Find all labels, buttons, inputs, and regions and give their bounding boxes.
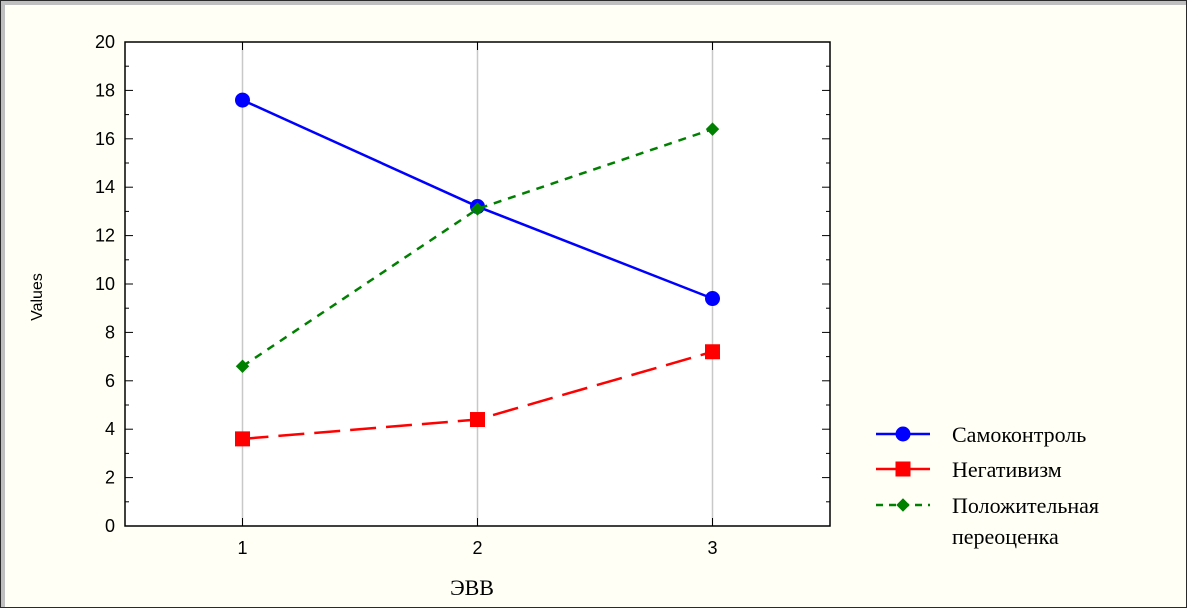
y-tick-label: 18 (95, 80, 115, 100)
legend-label: Положительная (952, 493, 1099, 518)
series-point (470, 202, 485, 216)
y-tick-label: 0 (105, 516, 115, 536)
series-line (241, 127, 713, 368)
y-axis-label: Values (29, 273, 46, 321)
series-point (705, 122, 720, 136)
series-lines (235, 92, 720, 447)
series-point (235, 431, 250, 447)
series-point (235, 359, 250, 373)
y-tick-label: 12 (95, 226, 115, 246)
legend-marker (895, 426, 911, 442)
legend-label: Самоконтроль (952, 422, 1086, 447)
x-axis-label: ЭВВ (450, 575, 494, 600)
y-tick-label: 4 (105, 419, 115, 439)
y-tick-label: 2 (105, 468, 115, 488)
y-tick-label: 20 (95, 32, 115, 52)
y-tick-label: 8 (105, 322, 115, 342)
x-tick-label: 1 (237, 538, 247, 558)
series-point (705, 291, 720, 307)
legend-label: переоценка (952, 524, 1059, 549)
x-tick-label: 2 (472, 538, 482, 558)
y-tick-label: 16 (95, 129, 115, 149)
y-tick-label: 14 (95, 177, 115, 197)
legend-label: Негативизм (952, 457, 1062, 482)
legend: Самоконтроль Негативизм Положительная перео… (876, 422, 1099, 549)
x-tick-label: 3 (707, 538, 717, 558)
legend-marker (896, 498, 910, 512)
series-point (235, 92, 250, 108)
y-tick-label: 10 (95, 274, 115, 294)
legend-marker (895, 461, 911, 477)
y-tick-label: 6 (105, 371, 115, 391)
series-point (705, 344, 720, 360)
series-point (470, 412, 485, 428)
